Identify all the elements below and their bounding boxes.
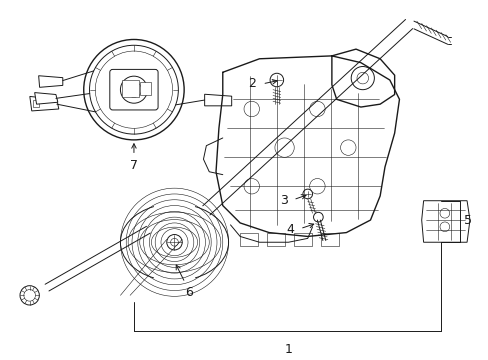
Circle shape bbox=[20, 286, 39, 305]
Text: 1: 1 bbox=[284, 343, 292, 356]
Polygon shape bbox=[30, 96, 59, 111]
Circle shape bbox=[350, 67, 374, 90]
Polygon shape bbox=[421, 201, 469, 242]
Polygon shape bbox=[294, 233, 311, 246]
Circle shape bbox=[269, 73, 283, 87]
Text: 4: 4 bbox=[286, 223, 294, 236]
Circle shape bbox=[439, 222, 449, 231]
Circle shape bbox=[83, 40, 184, 140]
FancyBboxPatch shape bbox=[110, 69, 158, 110]
Circle shape bbox=[130, 86, 138, 94]
Circle shape bbox=[274, 138, 294, 157]
Text: 6: 6 bbox=[184, 286, 193, 299]
Polygon shape bbox=[33, 100, 40, 107]
Circle shape bbox=[439, 208, 449, 218]
Polygon shape bbox=[35, 93, 58, 104]
Circle shape bbox=[340, 140, 355, 155]
Text: 2: 2 bbox=[247, 77, 255, 90]
Circle shape bbox=[244, 179, 259, 194]
Polygon shape bbox=[39, 76, 62, 87]
Circle shape bbox=[120, 76, 147, 103]
Text: 5: 5 bbox=[463, 215, 471, 228]
Circle shape bbox=[309, 101, 325, 117]
Polygon shape bbox=[321, 233, 338, 246]
Circle shape bbox=[302, 189, 312, 199]
Polygon shape bbox=[204, 94, 231, 106]
Polygon shape bbox=[266, 233, 284, 246]
Circle shape bbox=[244, 101, 259, 117]
Text: 7: 7 bbox=[130, 159, 138, 172]
Text: 3: 3 bbox=[280, 194, 288, 207]
Circle shape bbox=[166, 234, 182, 250]
Circle shape bbox=[309, 179, 325, 194]
Polygon shape bbox=[240, 233, 257, 246]
Circle shape bbox=[313, 212, 323, 222]
Polygon shape bbox=[122, 80, 139, 98]
Polygon shape bbox=[140, 82, 151, 95]
